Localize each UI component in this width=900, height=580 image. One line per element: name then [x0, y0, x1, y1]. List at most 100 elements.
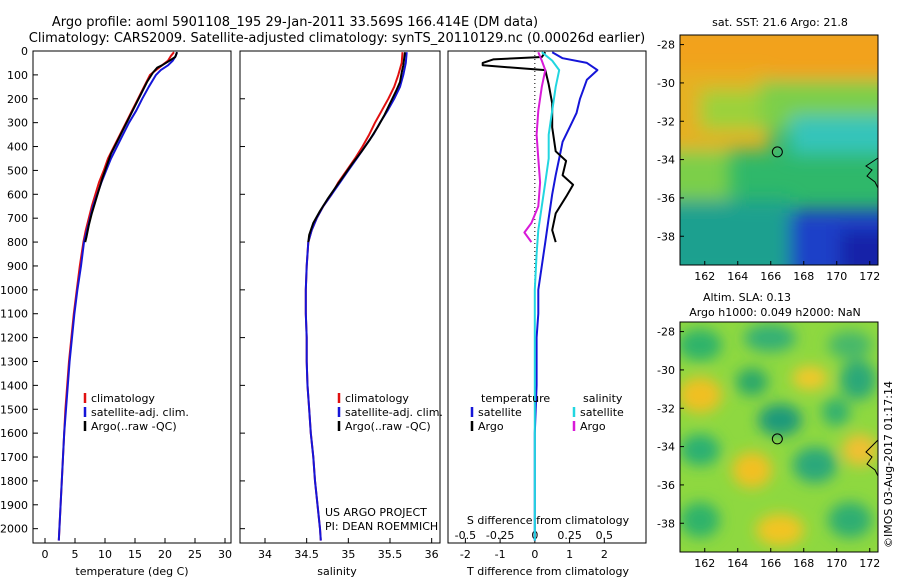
- legend-label-2: satellite: [580, 406, 624, 419]
- map-x-tick-label: 166: [760, 557, 781, 570]
- sst-map-frame: [679, 34, 879, 266]
- x-tick-label: 0: [531, 548, 538, 561]
- depth-tick-label: 300: [7, 117, 28, 130]
- x-tick-label: 5: [72, 548, 79, 561]
- s-tick-label: -0.5: [455, 529, 476, 542]
- depth-tick-label: 100: [7, 69, 28, 82]
- series-line-argo: [481, 51, 575, 243]
- series-line-argo: [84, 51, 178, 243]
- sla-coastline: [865, 439, 879, 477]
- legend-header-temperature: temperature: [481, 392, 550, 405]
- depth-tick-label: 700: [7, 212, 28, 225]
- map-y-tick-label: -30: [657, 364, 675, 377]
- series-line-satellite: [533, 51, 599, 541]
- depth-tick-label: 400: [7, 141, 28, 154]
- legend-label-0: satellite: [478, 406, 522, 419]
- title-line-2: Climatology: CARS2009. Satellite-adjuste…: [29, 31, 645, 46]
- sla-heatmap-field: [680, 322, 878, 552]
- map-x-tick-label: 162: [694, 270, 715, 283]
- s-tick-label: 0.25: [557, 529, 582, 542]
- sla-map-title-1: Altim. SLA: 0.13: [703, 291, 791, 304]
- s-difference-tick-labels: -0.5 -0.25 0 0.25 0.5: [455, 529, 613, 542]
- map-y-tick-label: -30: [657, 77, 675, 90]
- sst-map: sat. SST: 21.6 Argo: 21.8 162 164 166 168 17…: [657, 16, 880, 283]
- x-tick-label: 10: [98, 548, 112, 561]
- legend-label-2: Argo(..raw -QC): [91, 420, 177, 433]
- sst-heatmap-field: [680, 35, 878, 265]
- depth-tick-label: 1800: [0, 475, 28, 488]
- depth-tick-label: 800: [7, 236, 28, 249]
- legend-label-2: Argo(..raw -QC): [345, 420, 431, 433]
- series-line-sal_satellite: [533, 51, 561, 541]
- temperature-xlabel: temperature (deg C): [75, 565, 188, 578]
- t-difference-xlabel: T difference from climatology: [466, 565, 629, 578]
- legend-label-3: Argo: [580, 420, 606, 433]
- x-tick-label: 36: [425, 548, 439, 561]
- temperature-axes-frame: [32, 50, 232, 544]
- x-tick-label: 35: [341, 548, 355, 561]
- pi-annotation: PI: DEAN ROEMMICH: [325, 520, 438, 533]
- x-tick-label: 2: [601, 548, 608, 561]
- map-x-tick-label: 164: [727, 557, 748, 570]
- sst-map-title: sat. SST: 21.6 Argo: 21.8: [712, 16, 848, 29]
- depth-tick-labels: 0 100 200 300 400 500 600 700 800 900 1000 1100 1200…: [0, 45, 38, 536]
- legend-label-0: climatology: [345, 392, 409, 405]
- sst-coastline: [865, 157, 879, 189]
- salinity-xlabel: salinity: [317, 565, 357, 578]
- depth-tick-label: 2000: [0, 523, 28, 536]
- map-x-tick-label: 170: [826, 557, 847, 570]
- x-tick-label: 34: [258, 548, 272, 561]
- map-y-tick-label: -28: [657, 326, 675, 339]
- x-tick-label: -1: [495, 548, 506, 561]
- depth-tick-label: 500: [7, 164, 28, 177]
- credit-text: ©IMOS 03-Aug-2017 01:17:14: [882, 381, 895, 548]
- series-line-satellite: [304, 52, 408, 541]
- salinity-panel: 34 34.5 35 35.5 36 salinity climatologysatel…: [239, 50, 443, 578]
- x-tick-label: 25: [188, 548, 202, 561]
- series-line-climatology: [304, 52, 404, 541]
- legend-label-1: Argo: [478, 420, 504, 433]
- x-tick-label: 1: [566, 548, 573, 561]
- depth-tick-label: 900: [7, 260, 28, 273]
- depth-tick-label: 0: [21, 45, 28, 58]
- sla-map-frame: [679, 321, 879, 553]
- x-tick-label: 0: [42, 548, 49, 561]
- sla-argo-location-marker: [771, 433, 783, 445]
- sst-argo-location-marker: [771, 146, 783, 158]
- map-y-tick-label: -38: [657, 230, 675, 243]
- map-x-tick-label: 170: [826, 270, 847, 283]
- project-annotation: US ARGO PROJECT: [325, 506, 427, 519]
- depth-tick-label: 200: [7, 93, 28, 106]
- difference-series: [481, 51, 599, 541]
- salinity-series: [304, 52, 408, 541]
- sla-map: Altim. SLA: 0.13 Argo h1000: 0.049 h2000…: [657, 291, 880, 570]
- temperature-tick-labels: 0 5 10 15 20 25 30: [42, 538, 232, 561]
- title-line-1: Argo profile: aoml 5901108_195 29-Jan-20…: [52, 15, 538, 30]
- series-line-argo: [307, 52, 406, 243]
- difference-panel: -2 -1 0 1 2 -0.5 -0.25 0 0.25 0.5 S difference f…: [447, 50, 647, 578]
- map-x-tick-label: 172: [859, 557, 880, 570]
- sla-map-ticks: 162 164 166 168 170 172 -28 -30 -32 -34 -36 -38: [657, 326, 880, 570]
- depth-tick-label: 1900: [0, 499, 28, 512]
- map-x-tick-label: 162: [694, 557, 715, 570]
- depth-tick-label: 1500: [0, 403, 28, 416]
- argo-location-circle: [771, 146, 783, 158]
- s-tick-label: -0.25: [486, 529, 514, 542]
- map-y-tick-label: -34: [657, 154, 675, 167]
- x-tick-label: 20: [158, 548, 172, 561]
- map-y-tick-label: -34: [657, 441, 675, 454]
- map-y-tick-label: -28: [657, 39, 675, 52]
- map-y-tick-label: -32: [657, 402, 675, 415]
- legend-label-1: satellite-adj. clim.: [345, 406, 443, 419]
- map-y-tick-label: -32: [657, 115, 675, 128]
- depth-tick-label: 1000: [0, 284, 28, 297]
- x-tick-label: 35.5: [378, 548, 403, 561]
- map-x-tick-label: 166: [760, 270, 781, 283]
- x-tick-label: 34.5: [294, 548, 319, 561]
- salinity-tick-labels: 34 34.5 35 35.5 36: [240, 50, 439, 561]
- map-x-tick-label: 168: [793, 270, 814, 283]
- map-y-tick-label: -36: [657, 479, 675, 492]
- depth-tick-label: 1400: [0, 379, 28, 392]
